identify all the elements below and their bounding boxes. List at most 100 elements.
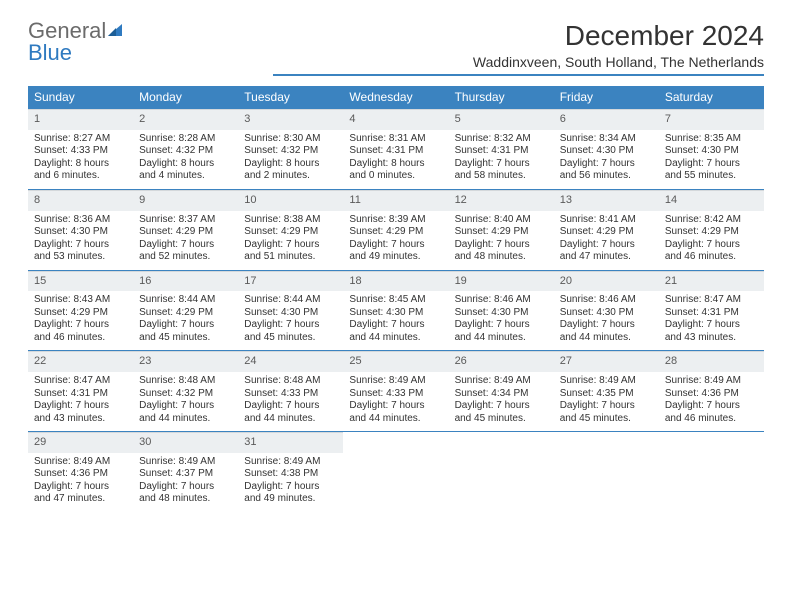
sunrise-line: Sunrise: 8:40 AM [455, 214, 548, 227]
day-info: Sunrise: 8:27 AMSunset: 4:33 PMDaylight:… [28, 130, 133, 189]
sunrise-line: Sunrise: 8:36 AM [34, 214, 127, 227]
daylight-line: Daylight: 7 hours and 46 minutes. [665, 239, 758, 264]
page-title: December 2024 [273, 20, 764, 52]
sunset-line: Sunset: 4:33 PM [34, 145, 127, 158]
day-number: 1 [28, 109, 133, 130]
sunrise-line: Sunrise: 8:49 AM [349, 375, 442, 388]
day-info: Sunrise: 8:46 AMSunset: 4:30 PMDaylight:… [554, 291, 659, 350]
day-info: Sunrise: 8:34 AMSunset: 4:30 PMDaylight:… [554, 130, 659, 189]
day-number: 25 [343, 351, 448, 372]
day-info: Sunrise: 8:49 AMSunset: 4:36 PMDaylight:… [659, 372, 764, 431]
sunset-line: Sunset: 4:30 PM [560, 145, 653, 158]
day-info: Sunrise: 8:45 AMSunset: 4:30 PMDaylight:… [343, 291, 448, 350]
sunset-line: Sunset: 4:29 PM [665, 226, 758, 239]
day-info: Sunrise: 8:38 AMSunset: 4:29 PMDaylight:… [238, 211, 343, 270]
day-number [554, 432, 659, 453]
day-info [343, 453, 448, 512]
week: 293031Sunrise: 8:49 AMSunset: 4:36 PMDay… [28, 432, 764, 512]
sunrise-line: Sunrise: 8:48 AM [139, 375, 232, 388]
sunset-line: Sunset: 4:32 PM [139, 145, 232, 158]
sunset-line: Sunset: 4:35 PM [560, 388, 653, 401]
header: General Blue December 2024 Waddinxveen, … [0, 0, 792, 80]
sunset-line: Sunset: 4:29 PM [560, 226, 653, 239]
sunset-line: Sunset: 4:29 PM [455, 226, 548, 239]
day-number: 11 [343, 190, 448, 211]
daylight-line: Daylight: 7 hours and 58 minutes. [455, 158, 548, 183]
daylight-line: Daylight: 7 hours and 49 minutes. [349, 239, 442, 264]
sunset-line: Sunset: 4:30 PM [349, 307, 442, 320]
info-row: Sunrise: 8:43 AMSunset: 4:29 PMDaylight:… [28, 291, 764, 350]
sunrise-line: Sunrise: 8:31 AM [349, 133, 442, 146]
info-row: Sunrise: 8:49 AMSunset: 4:36 PMDaylight:… [28, 453, 764, 512]
day-info: Sunrise: 8:47 AMSunset: 4:31 PMDaylight:… [659, 291, 764, 350]
daynum-row: 22232425262728 [28, 351, 764, 372]
daylight-line: Daylight: 7 hours and 56 minutes. [560, 158, 653, 183]
day-number: 9 [133, 190, 238, 211]
day-header-row: SundayMondayTuesdayWednesdayThursdayFrid… [28, 86, 764, 109]
daylight-line: Daylight: 7 hours and 44 minutes. [455, 319, 548, 344]
day-info: Sunrise: 8:46 AMSunset: 4:30 PMDaylight:… [449, 291, 554, 350]
sunset-line: Sunset: 4:33 PM [244, 388, 337, 401]
day-number [343, 432, 448, 453]
sunset-line: Sunset: 4:30 PM [560, 307, 653, 320]
day-number: 26 [449, 351, 554, 372]
sunset-line: Sunset: 4:38 PM [244, 468, 337, 481]
sunset-line: Sunset: 4:29 PM [244, 226, 337, 239]
daylight-line: Daylight: 7 hours and 52 minutes. [139, 239, 232, 264]
day-number: 28 [659, 351, 764, 372]
sunset-line: Sunset: 4:32 PM [139, 388, 232, 401]
sunset-line: Sunset: 4:29 PM [349, 226, 442, 239]
sunset-line: Sunset: 4:30 PM [665, 145, 758, 158]
daylight-line: Daylight: 7 hours and 44 minutes. [560, 319, 653, 344]
sunset-line: Sunset: 4:31 PM [455, 145, 548, 158]
sunrise-line: Sunrise: 8:37 AM [139, 214, 232, 227]
sunrise-line: Sunrise: 8:49 AM [455, 375, 548, 388]
sunrise-line: Sunrise: 8:49 AM [139, 456, 232, 469]
sunrise-line: Sunrise: 8:49 AM [560, 375, 653, 388]
daylight-line: Daylight: 7 hours and 43 minutes. [665, 319, 758, 344]
day-number: 6 [554, 109, 659, 130]
daylight-line: Daylight: 7 hours and 45 minutes. [560, 400, 653, 425]
day-info: Sunrise: 8:48 AMSunset: 4:33 PMDaylight:… [238, 372, 343, 431]
daylight-line: Daylight: 7 hours and 47 minutes. [560, 239, 653, 264]
week: 15161718192021Sunrise: 8:43 AMSunset: 4:… [28, 271, 764, 352]
logo-word2: Blue [28, 42, 126, 64]
week: 22232425262728Sunrise: 8:47 AMSunset: 4:… [28, 351, 764, 432]
day-header: Friday [554, 86, 659, 109]
daylight-line: Daylight: 7 hours and 44 minutes. [139, 400, 232, 425]
daylight-line: Daylight: 7 hours and 48 minutes. [455, 239, 548, 264]
sunset-line: Sunset: 4:29 PM [139, 307, 232, 320]
day-info: Sunrise: 8:40 AMSunset: 4:29 PMDaylight:… [449, 211, 554, 270]
sunrise-line: Sunrise: 8:28 AM [139, 133, 232, 146]
daylight-line: Daylight: 7 hours and 53 minutes. [34, 239, 127, 264]
sunrise-line: Sunrise: 8:38 AM [244, 214, 337, 227]
sunrise-line: Sunrise: 8:47 AM [665, 294, 758, 307]
daylight-line: Daylight: 8 hours and 2 minutes. [244, 158, 337, 183]
day-number: 4 [343, 109, 448, 130]
sunset-line: Sunset: 4:30 PM [34, 226, 127, 239]
daynum-row: 1234567 [28, 109, 764, 130]
day-number: 12 [449, 190, 554, 211]
day-info: Sunrise: 8:31 AMSunset: 4:31 PMDaylight:… [343, 130, 448, 189]
daylight-line: Daylight: 7 hours and 44 minutes. [244, 400, 337, 425]
sunrise-line: Sunrise: 8:42 AM [665, 214, 758, 227]
calendar: SundayMondayTuesdayWednesdayThursdayFrid… [28, 86, 764, 512]
sunset-line: Sunset: 4:31 PM [34, 388, 127, 401]
daylight-line: Daylight: 7 hours and 45 minutes. [455, 400, 548, 425]
day-number: 2 [133, 109, 238, 130]
logo: General Blue [28, 20, 126, 64]
daylight-line: Daylight: 7 hours and 45 minutes. [139, 319, 232, 344]
day-info: Sunrise: 8:42 AMSunset: 4:29 PMDaylight:… [659, 211, 764, 270]
daylight-line: Daylight: 8 hours and 6 minutes. [34, 158, 127, 183]
day-info: Sunrise: 8:49 AMSunset: 4:36 PMDaylight:… [28, 453, 133, 512]
day-info: Sunrise: 8:43 AMSunset: 4:29 PMDaylight:… [28, 291, 133, 350]
day-header: Monday [133, 86, 238, 109]
daylight-line: Daylight: 7 hours and 48 minutes. [139, 481, 232, 506]
logo-sail-icon [108, 20, 126, 42]
sunset-line: Sunset: 4:34 PM [455, 388, 548, 401]
info-row: Sunrise: 8:47 AMSunset: 4:31 PMDaylight:… [28, 372, 764, 431]
day-info: Sunrise: 8:49 AMSunset: 4:37 PMDaylight:… [133, 453, 238, 512]
day-info: Sunrise: 8:44 AMSunset: 4:30 PMDaylight:… [238, 291, 343, 350]
day-number: 14 [659, 190, 764, 211]
sunrise-line: Sunrise: 8:45 AM [349, 294, 442, 307]
